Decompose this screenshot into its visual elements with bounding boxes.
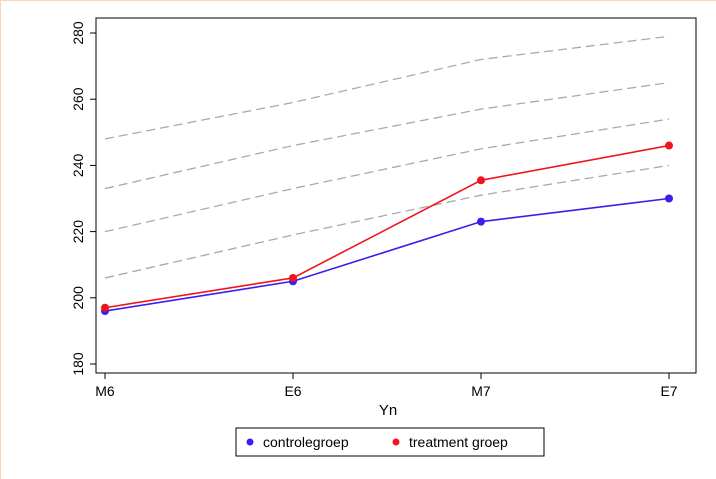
- reference-lines: [104, 35, 670, 279]
- x-axis: M6 E6 M7 E7: [95, 372, 678, 399]
- x-tick-label: E6: [284, 383, 301, 399]
- legend-marker: [392, 438, 400, 446]
- legend-label: controlegroep: [263, 434, 349, 450]
- legend-label: treatment groep: [409, 434, 508, 450]
- y-tick-label: 280: [70, 21, 86, 45]
- reference-line: [104, 35, 670, 140]
- legend-box: [235, 427, 545, 457]
- x-tick-label: E7: [660, 383, 677, 399]
- x-tick-label: M7: [471, 383, 491, 399]
- data-point: [477, 176, 485, 185]
- data-point: [289, 273, 297, 282]
- reference-line: [104, 82, 670, 190]
- series-line-controlegroep: [104, 197, 670, 312]
- data-point: [665, 194, 673, 203]
- y-tick-label: 200: [70, 286, 86, 310]
- x-axis-title: Yn: [379, 402, 397, 419]
- y-tick-label: 180: [70, 352, 86, 376]
- reference-line: [104, 164, 670, 279]
- data-point: [101, 303, 109, 312]
- x-tick-label: M6: [95, 383, 115, 399]
- data-point: [477, 217, 485, 226]
- series-lines: [101, 141, 673, 316]
- y-tick-label: 220: [70, 220, 86, 244]
- y-tick-label: 260: [70, 87, 86, 111]
- y-axis: 180 200 220 240 260 280: [70, 21, 97, 376]
- legend-marker: [246, 438, 254, 446]
- series-line-treatment-groep: [104, 144, 670, 309]
- reference-line: [104, 118, 670, 233]
- data-point: [665, 141, 673, 150]
- y-tick-label: 240: [70, 154, 86, 178]
- plot-area: [95, 17, 697, 374]
- legend: controlegroep treatment groep: [235, 427, 545, 457]
